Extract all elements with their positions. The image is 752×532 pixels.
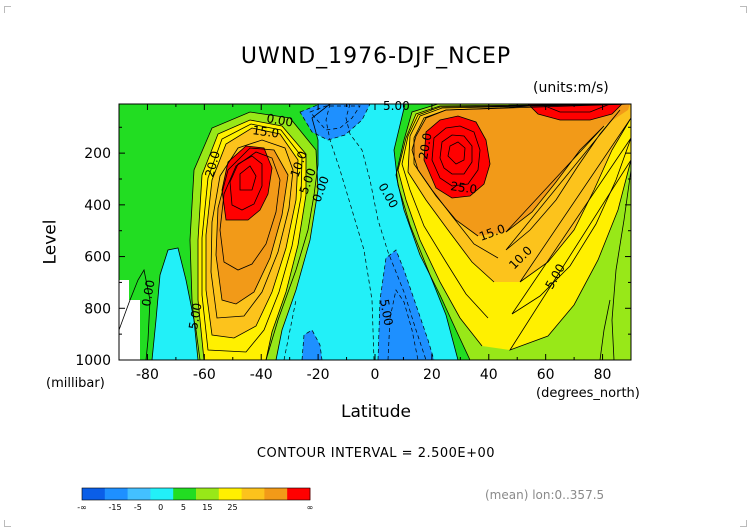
contour-label: 5.00 [377,298,395,327]
colorbar [81,487,311,501]
colorbar-swatch [196,488,220,500]
colorbar-label: -∞ [77,503,87,512]
axis-ticks [118,104,632,361]
chart-title: UWND_1976-DJF_NCEP [240,44,512,69]
units-label: (units:m/s) [533,80,609,96]
x-tick-label: 20 [423,367,441,383]
x-tick-label: -20 [307,367,330,383]
colorbar-label: -15 [109,503,122,512]
x-tick-label: -80 [136,367,159,383]
contour-label: 0.00 [139,279,157,308]
missing-data-region [119,280,140,360]
x-tick-label: 40 [480,367,498,383]
colorbar-label: 25 [227,503,237,512]
corner-mark [740,520,747,527]
colorbar-label: 15 [202,503,212,512]
colorbar-swatch [218,488,242,500]
surface-easterly-core [302,330,322,360]
colorbar-swatch [173,488,197,500]
colorbar-label: 5 [181,503,186,512]
y-tick-label: 1000 [75,353,111,369]
corner-mark [4,520,11,527]
y-tick-label: 400 [84,198,111,214]
nh-jet-max [424,116,490,198]
colorbar-swatch [82,488,106,500]
colorbar-swatch [264,488,288,500]
sh-polar-easterlies [152,248,200,360]
negative-contours [283,104,435,360]
contour-label: 15.0 [252,123,280,141]
contour-label: 25.0 [450,179,478,197]
averaging-note: (mean) lon:0..357.5 [485,488,605,502]
x-tick-label: -60 [193,367,216,383]
contour-label: 0.00 [265,111,294,129]
x-axis-label: Latitude [341,402,411,422]
x-tick-label: 60 [537,367,555,383]
x-tick-label: 80 [594,367,612,383]
colorbar-swatch [287,488,311,500]
colorbar-label: ∞ [307,503,314,512]
colorbar-label: 0 [158,503,163,512]
x-axis-units: (degrees_north) [536,386,640,401]
contour-lines [119,104,631,360]
colorbar-swatch [150,488,174,500]
y-tick-label: 600 [84,250,111,266]
colorbar-frame [81,487,311,501]
contour-label: 5.00 [383,99,410,113]
corner-mark [740,6,747,13]
colorbar-swatch [241,488,265,500]
colorbar-swatch [127,488,151,500]
corner-mark [4,6,11,13]
y-axis-label: Level [40,219,61,265]
lower-easterly-core [378,250,434,360]
upper-easterly-core [300,104,370,140]
contour-label: 5.00 [186,302,204,331]
contour-interval-note: CONTOUR INTERVAL = 2.500E+00 [256,446,496,461]
x-tick-label: 0 [371,367,380,383]
y-axis-units: (millibar) [46,376,105,391]
y-tick-label: 200 [84,146,111,162]
colorbar-label: -5 [134,503,142,512]
sh-jet-max [222,146,272,220]
contour-label: 20.0 [416,132,434,161]
colorbar-swatch [104,488,128,500]
contour-label: 20.0 [202,149,222,178]
colorbar-labels: -∞ -15 -5 0 5 15 25 ∞ [77,503,313,512]
y-tick-label: 800 [84,301,111,317]
axis-tick-labels: -80 -60 -40 -20 0 20 40 60 80 200 400 600 800 1000 [75,146,611,383]
x-tick-label: -40 [250,367,273,383]
